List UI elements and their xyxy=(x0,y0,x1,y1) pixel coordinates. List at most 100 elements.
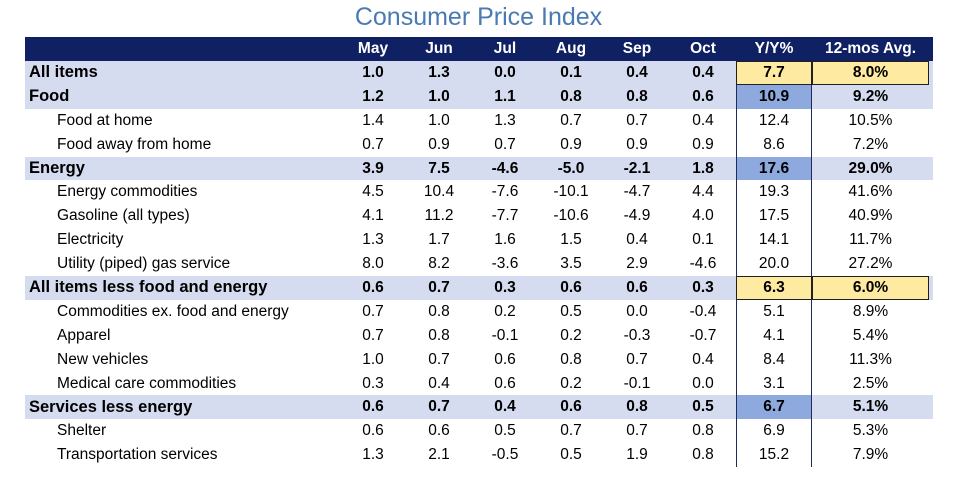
table-cell: 0.4 xyxy=(626,231,648,249)
table-cell: 3.5 xyxy=(560,255,582,273)
table-row: Shelter 0.6 0.6 0.5 0.7 0.7 0.8 6.9 5.3% xyxy=(25,419,933,444)
table-cell: 0.9 xyxy=(560,135,582,153)
row-label: Energy xyxy=(29,159,85,177)
yy-cell: 3.1 xyxy=(736,371,812,396)
table-cell: 1.1 xyxy=(494,87,516,105)
table-cell: -0.1 xyxy=(491,326,519,344)
table-cell: 0.8 xyxy=(560,87,582,105)
table-cell: 0.7 xyxy=(428,398,450,416)
table-row: All items less food and energy 0.6 0.7 0.3 0… xyxy=(25,276,933,300)
table-cell: 0.4 xyxy=(494,398,516,416)
yy-cell: 6.7 xyxy=(736,395,812,420)
yy-cell: 10.9 xyxy=(736,84,812,109)
table-cell: 8.0 xyxy=(362,255,384,273)
avg-cell: 2.5% xyxy=(852,374,889,392)
table-row: New vehicles 1.0 0.7 0.6 0.8 0.7 0.4 8.4 11.3% xyxy=(25,347,933,372)
table-cell: 0.6 xyxy=(362,278,384,296)
avg-cell: 7.2% xyxy=(852,135,889,153)
table-cell: 0.5 xyxy=(560,302,582,320)
table-cell: 0.5 xyxy=(692,398,714,416)
column-header: 12-mos Avg. xyxy=(824,40,917,57)
table-cell: 0.7 xyxy=(362,302,384,320)
table-cell: 0.8 xyxy=(428,302,450,320)
table-cell: -7.6 xyxy=(491,183,519,201)
table-cell: -4.7 xyxy=(623,183,651,201)
table-cell: 0.7 xyxy=(626,111,648,129)
table-row: Electricity 1.3 1.7 1.6 1.5 0.4 0.1 14.1 11.7% xyxy=(25,228,933,253)
table-cell: 0.4 xyxy=(692,111,714,129)
table-cell: 1.3 xyxy=(494,111,516,129)
table-cell: 1.0 xyxy=(428,111,450,129)
table-row: Energy 3.9 7.5 -4.6 -5.0 -2.1 1.8 17.6 29.0% xyxy=(25,156,933,181)
table-cell: 1.4 xyxy=(362,111,384,129)
table-cell: 0.5 xyxy=(560,446,582,464)
table-cell: 0.9 xyxy=(626,135,648,153)
column-header: Aug xyxy=(555,40,587,57)
header-cell-label xyxy=(25,37,340,61)
avg-cell: 7.9% xyxy=(852,446,889,464)
row-label: Shelter xyxy=(57,422,107,440)
header-row: May Jun Jul Aug Sep Oct Y/Y% 12-mos Avg. xyxy=(25,37,933,61)
table-cell: 1.8 xyxy=(692,159,714,177)
avg-cell: 27.2% xyxy=(848,255,893,273)
table-cell: 0.7 xyxy=(362,135,384,153)
table-cell: -5.0 xyxy=(557,159,585,177)
table-row: Food at home 1.4 1.0 1.3 0.7 0.7 0.4 12.4 10.5% xyxy=(25,108,933,133)
table-row: Services less energy 0.6 0.7 0.4 0.6 0.8 0.5 6.… xyxy=(25,395,933,420)
table-cell: 0.5 xyxy=(494,422,516,440)
table-cell: 4.4 xyxy=(692,183,714,201)
table-cell: 3.9 xyxy=(362,159,384,177)
avg-cell: 10.5% xyxy=(848,111,893,129)
yy-cell: 19.3 xyxy=(736,180,812,205)
yy-cell: 5.1 xyxy=(736,299,812,324)
table-row: All items 1.0 1.3 0.0 0.1 0.4 0.4 7.7 8.0% xyxy=(25,61,933,85)
table-cell: -10.1 xyxy=(553,183,589,201)
table-cell: 0.1 xyxy=(560,63,582,81)
table-cell: 0.2 xyxy=(494,302,516,320)
avg-cell: 6.0% xyxy=(812,276,929,300)
table-cell: -0.1 xyxy=(623,374,651,392)
table-cell: 0.0 xyxy=(626,302,648,320)
table-cell: 0.6 xyxy=(692,87,714,105)
yy-cell: 7.7 xyxy=(736,61,812,85)
table-row: Utility (piped) gas service 8.0 8.2 -3.6 3.5… xyxy=(25,252,933,277)
table-cell: 0.8 xyxy=(626,398,648,416)
avg-cell: 11.3% xyxy=(849,350,892,368)
table-cell: 2.1 xyxy=(428,446,450,464)
table-row: Food away from home 0.7 0.9 0.7 0.9 0.9 0.9 8.6… xyxy=(25,132,933,157)
table-cell: 0.7 xyxy=(626,350,648,368)
row-label: Services less energy xyxy=(29,397,193,416)
row-label: Utility (piped) gas service xyxy=(57,255,231,273)
column-header: Jul xyxy=(493,40,517,57)
yy-cell: 6.3 xyxy=(736,276,812,300)
table-cell: 1.2 xyxy=(362,87,384,105)
row-label: Transportation services xyxy=(57,446,218,464)
avg-cell: 40.9% xyxy=(848,207,893,225)
column-header: Oct xyxy=(690,40,716,57)
table-cell: 1.3 xyxy=(362,446,384,464)
table-cell: 1.5 xyxy=(560,231,582,249)
yy-cell: 14.1 xyxy=(736,228,812,253)
row-label: Commodities ex. food and energy xyxy=(57,302,289,320)
table-cell: 1.0 xyxy=(362,63,384,81)
table-row: Transportation services 1.3 2.1 -0.5 0.5 1.9 0… xyxy=(25,443,933,468)
table-cell: 0.4 xyxy=(692,350,714,368)
table-cell: -2.1 xyxy=(623,159,651,177)
table-cell: 0.6 xyxy=(560,278,582,296)
table-cell: 0.8 xyxy=(692,422,714,440)
row-label: Gasoline (all types) xyxy=(57,207,190,225)
table-cell: -3.6 xyxy=(491,255,519,273)
yy-cell: 17.6 xyxy=(736,156,812,181)
table-cell: 0.6 xyxy=(626,278,648,296)
table-cell: 4.5 xyxy=(362,183,384,201)
avg-cell: 29.0% xyxy=(848,159,893,177)
table-cell: 1.6 xyxy=(494,231,516,249)
avg-cell: 8.0% xyxy=(812,61,929,85)
yy-cell: 15.2 xyxy=(736,443,812,468)
cpi-table: May Jun Jul Aug Sep Oct Y/Y% 12-mos Avg. All ite… xyxy=(25,37,933,468)
row-label: Electricity xyxy=(57,231,124,249)
table-cell: 0.4 xyxy=(626,63,648,81)
table-cell: 0.4 xyxy=(692,63,714,81)
column-header: Y/Y% xyxy=(754,40,794,57)
avg-cell: 5.3% xyxy=(852,422,889,440)
